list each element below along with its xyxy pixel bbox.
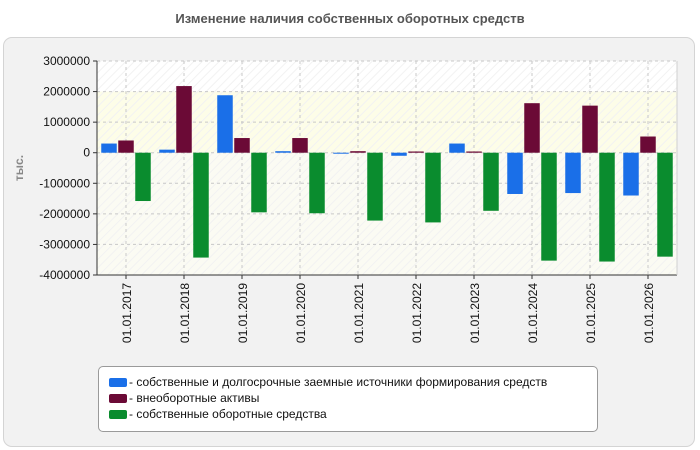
bar-series-1 — [159, 149, 175, 153]
legend-item: - собственные и долгосрочные заемные ист… — [109, 374, 597, 390]
bar-series-1 — [565, 152, 581, 194]
x-tick-label: 01.01.2019 — [236, 283, 250, 343]
x-tick-label: 01.01.2020 — [294, 283, 308, 343]
legend-label: - собственные оборотные средства — [129, 407, 327, 421]
chart-title: Изменение наличия собственных оборотных … — [175, 11, 525, 26]
legend-item: - внеоборотные активы — [109, 390, 597, 406]
bar-series-2 — [640, 136, 656, 153]
y-tick-label: -2000000 — [39, 207, 90, 221]
bar-series-2 — [176, 86, 192, 153]
y-tick-label: 2000000 — [43, 85, 90, 99]
bar-series-2 — [466, 151, 482, 153]
bar-series-3 — [251, 152, 267, 213]
bar-series-1 — [507, 152, 523, 194]
x-tick-label: 01.01.2025 — [584, 283, 598, 343]
legend-label: - собственные и долгосрочные заемные ист… — [129, 375, 548, 389]
x-tick-label: 01.01.2022 — [410, 283, 424, 343]
x-tick-label: 01.01.2024 — [526, 283, 540, 343]
legend-swatch — [109, 409, 127, 419]
legend-swatch — [109, 393, 127, 403]
bar-series-1 — [623, 152, 639, 196]
bar-series-3 — [135, 152, 151, 202]
legend-label: - внеоборотные активы — [129, 391, 260, 405]
bar-series-2 — [292, 138, 308, 153]
bar-series-2 — [582, 105, 598, 153]
x-tick-label: 01.01.2021 — [352, 283, 366, 343]
y-tick-label: 0 — [83, 146, 90, 160]
bar-series-3 — [657, 152, 673, 257]
bar-series-1 — [333, 152, 349, 154]
x-tick-label: 01.01.2018 — [178, 283, 192, 343]
bar-series-2 — [234, 138, 250, 153]
bar-series-3 — [541, 152, 557, 261]
y-tick-label: -4000000 — [39, 268, 90, 282]
bar-series-2 — [524, 103, 540, 153]
x-tick-label: 01.01.2023 — [468, 283, 482, 343]
y-tick-label: -1000000 — [39, 176, 90, 190]
x-tick-label: 01.01.2026 — [642, 283, 656, 343]
bar-series-3 — [367, 152, 383, 221]
bar-series-3 — [309, 152, 325, 214]
y-tick-label: 3000000 — [43, 54, 90, 68]
bar-series-2 — [408, 151, 424, 153]
y-tick-label: 1000000 — [43, 115, 90, 129]
bar-series-1 — [391, 152, 407, 156]
bar-series-1 — [275, 151, 291, 153]
bar-series-3 — [599, 152, 615, 262]
legend-swatch — [109, 377, 127, 387]
y-axis-label: тыс. — [12, 155, 26, 181]
x-tick-label: 01.01.2017 — [120, 283, 134, 343]
bar-series-1 — [449, 143, 465, 153]
bar-series-3 — [425, 152, 441, 223]
bar-series-2 — [350, 151, 366, 153]
bar-series-1 — [101, 143, 117, 153]
legend: - собственные и долгосрочные заемные ист… — [98, 366, 598, 432]
bar-series-1 — [217, 95, 233, 153]
bar-series-2 — [118, 140, 134, 153]
legend-item: - собственные оборотные средства — [109, 406, 597, 422]
bar-series-3 — [483, 152, 499, 211]
bar-series-3 — [193, 152, 209, 258]
y-tick-label: -3000000 — [39, 237, 90, 251]
